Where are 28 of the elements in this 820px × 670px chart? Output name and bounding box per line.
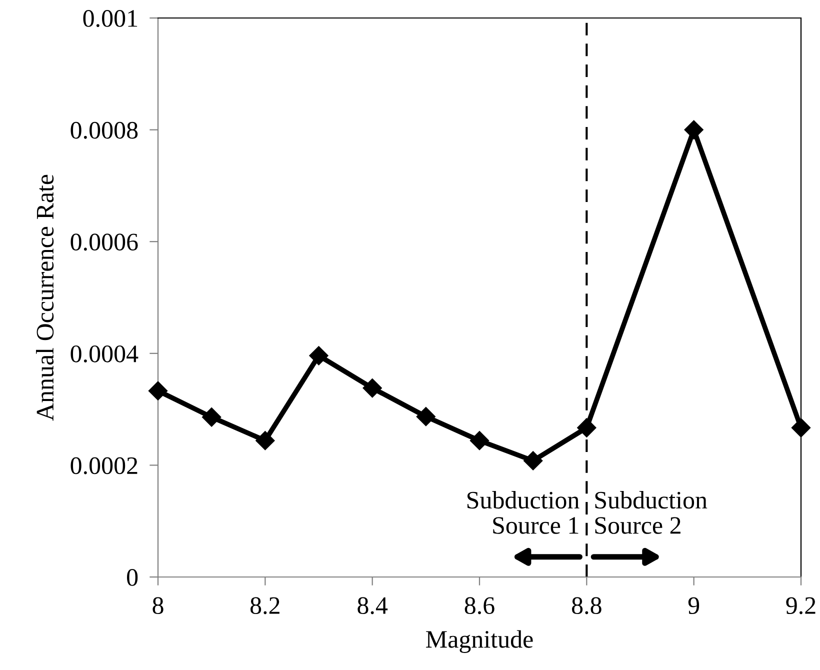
point — [524, 451, 543, 470]
point — [202, 408, 222, 427]
point — [148, 381, 168, 400]
x-tick-label: 9.2 — [786, 597, 816, 614]
annotation: Subduction Source 1 — [467, 491, 580, 534]
x-tick-label: 8.8 — [572, 597, 602, 614]
x-tick-label: 8.4 — [358, 597, 388, 614]
x-axis-title: Magnitude — [426, 630, 533, 653]
y-axis-title: Annual Occurrence Rate — [36, 174, 54, 421]
x-tick-label: 8 — [152, 597, 164, 614]
x-tick-label: 8.2 — [250, 597, 280, 614]
annotation: Subduction Source 2 — [595, 491, 708, 534]
x-tick-label: 9 — [688, 597, 700, 614]
point — [791, 418, 811, 438]
x-tick-label: 8.6 — [464, 597, 494, 614]
point — [362, 378, 382, 398]
point — [416, 407, 436, 426]
y-tick-label: 0.0008 — [70, 122, 138, 139]
y-tick-label: 0.0002 — [70, 457, 138, 474]
point — [256, 431, 275, 450]
point — [470, 431, 490, 450]
y-tick-label: 0.0004 — [70, 345, 138, 362]
point — [684, 120, 704, 140]
point — [577, 418, 596, 438]
point — [309, 346, 328, 366]
y-tick-label: 0.001 — [83, 10, 138, 28]
y-tick-label: 0.0006 — [70, 234, 138, 251]
y-tick-label: 0 — [127, 569, 138, 586]
